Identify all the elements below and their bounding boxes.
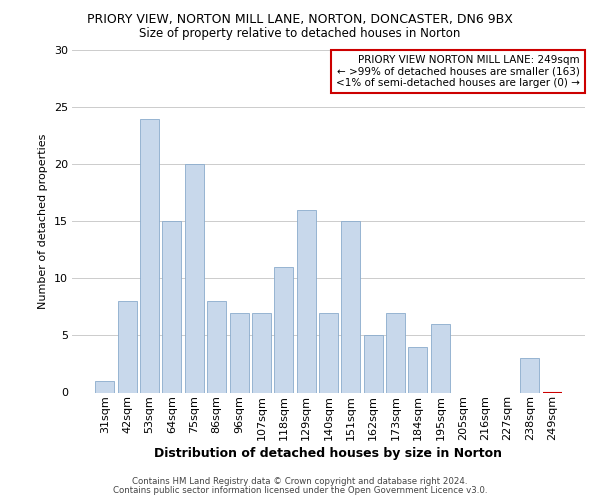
Bar — [431, 324, 450, 392]
Bar — [163, 221, 181, 392]
Bar — [319, 312, 338, 392]
Bar — [520, 358, 539, 392]
Bar — [252, 312, 271, 392]
X-axis label: Distribution of detached houses by size in Norton: Distribution of detached houses by size … — [155, 448, 503, 460]
Bar — [230, 312, 248, 392]
Text: Contains public sector information licensed under the Open Government Licence v3: Contains public sector information licen… — [113, 486, 487, 495]
Bar — [274, 267, 293, 392]
Bar — [140, 118, 159, 392]
Text: Contains HM Land Registry data © Crown copyright and database right 2024.: Contains HM Land Registry data © Crown c… — [132, 477, 468, 486]
Text: PRIORY VIEW, NORTON MILL LANE, NORTON, DONCASTER, DN6 9BX: PRIORY VIEW, NORTON MILL LANE, NORTON, D… — [87, 12, 513, 26]
Text: Size of property relative to detached houses in Norton: Size of property relative to detached ho… — [139, 28, 461, 40]
Text: PRIORY VIEW NORTON MILL LANE: 249sqm
← >99% of detached houses are smaller (163): PRIORY VIEW NORTON MILL LANE: 249sqm ← >… — [336, 55, 580, 88]
Bar — [207, 301, 226, 392]
Bar — [409, 347, 427, 393]
Y-axis label: Number of detached properties: Number of detached properties — [38, 134, 48, 309]
Bar — [364, 336, 383, 392]
Bar — [296, 210, 316, 392]
Bar — [95, 381, 115, 392]
Bar — [185, 164, 204, 392]
Bar — [386, 312, 405, 392]
Bar — [118, 301, 137, 392]
Bar — [341, 221, 361, 392]
